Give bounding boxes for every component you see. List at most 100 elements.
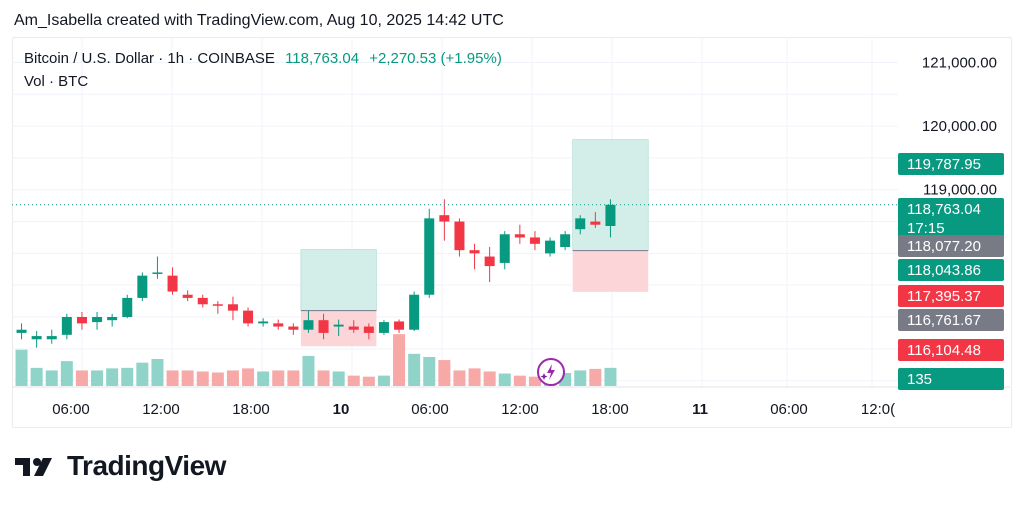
volume-bar <box>106 368 119 386</box>
x-tick-label: 10 <box>333 401 350 418</box>
volume-bar <box>181 370 194 386</box>
price-tag <box>898 259 1004 281</box>
candle-body <box>454 221 465 251</box>
volume-bar <box>604 367 617 386</box>
tradingview-logo-icon <box>15 458 52 476</box>
x-tick-label: 12:00 <box>142 401 180 418</box>
candle-body <box>378 322 389 333</box>
candle-body <box>333 324 344 327</box>
candle-body <box>348 326 359 330</box>
candle-body <box>514 234 525 238</box>
candle-body <box>273 323 284 327</box>
volume-legend[interactable]: Vol · BTC <box>24 73 89 90</box>
sparkle-icon <box>540 373 548 380</box>
volume-bar <box>362 376 375 386</box>
volume-bar <box>287 370 300 386</box>
volume-bar <box>589 368 602 386</box>
candlestick-chart[interactable]: 121,000.00 120,000.00 119,000.00 119,787.95… <box>12 37 1010 426</box>
lightning-icon[interactable] <box>537 358 565 386</box>
candle-body <box>590 221 601 225</box>
volume-bar <box>468 368 481 386</box>
candle-body <box>92 317 103 323</box>
volume-bar <box>377 375 390 386</box>
candle-body <box>394 321 405 330</box>
tradingview-brand[interactable]: TradingView <box>15 450 226 482</box>
volume-bar <box>272 370 285 386</box>
candle-body <box>46 336 57 340</box>
chart-credit: Am_Isabella created with TradingView.com… <box>14 12 504 29</box>
volume-bar <box>151 359 164 386</box>
y-tick-label: 119,000.00 <box>923 182 997 199</box>
price-tag-label: 118,077.20 <box>907 238 981 255</box>
volume-bar <box>15 349 28 386</box>
candle-body <box>469 250 480 254</box>
volume-bar <box>136 362 149 386</box>
x-tick-label: 06:00 <box>770 401 808 418</box>
volume-bar <box>226 370 239 386</box>
candle-body <box>197 297 208 305</box>
candle-body <box>499 234 510 263</box>
candle-body <box>363 326 374 333</box>
y-tick-label: 121,000.00 <box>922 54 997 71</box>
x-tick-label: 12:0( <box>861 401 895 418</box>
candle-body <box>303 320 314 330</box>
volume-bar <box>121 367 134 386</box>
price-tag <box>898 309 1004 331</box>
y-tick-label: 120,000.00 <box>922 118 997 135</box>
volume-bar <box>257 371 270 386</box>
volume-bar <box>242 368 255 386</box>
volume-bar <box>528 376 541 386</box>
volume-bar <box>211 372 224 386</box>
volume-bar <box>483 371 496 386</box>
candle-body <box>318 320 329 333</box>
candle-body <box>212 304 223 306</box>
volume-bar <box>302 355 315 386</box>
candle-body <box>76 317 87 324</box>
candle-body <box>167 275 178 292</box>
volume-bar <box>438 360 451 386</box>
price-tag <box>898 235 1004 257</box>
candle-body <box>243 310 254 324</box>
price-tag <box>898 368 1004 390</box>
volume-bar <box>317 370 330 386</box>
candle-body <box>575 218 586 230</box>
candle-body <box>137 275 148 298</box>
candle-body <box>61 317 72 335</box>
candle-body <box>545 240 556 254</box>
candle-body <box>409 294 420 330</box>
tradingview-wordmark: TradingView <box>67 450 226 481</box>
price-tag-countdown: 17:15 <box>907 220 945 237</box>
volume-bar <box>453 370 466 386</box>
volume-bar <box>60 361 73 386</box>
symbol-legend[interactable]: Bitcoin / U.S. Dollar · 1h · COINBASE 11… <box>24 50 502 67</box>
candle-body <box>605 204 616 226</box>
price-tag-label: 118,043.86 <box>907 262 981 279</box>
x-tick-label: 18:00 <box>232 401 270 418</box>
volume-bar <box>423 356 436 386</box>
last-price: 118,763.04 <box>285 50 360 67</box>
candle-body <box>182 294 193 298</box>
x-tick-label: 11 <box>692 401 708 418</box>
candle-body <box>152 272 163 274</box>
volume-bar <box>513 375 526 386</box>
position-target-zone-0 <box>300 249 377 311</box>
volume-bar <box>393 334 406 386</box>
volume-bar <box>498 373 511 386</box>
candle-body <box>439 215 450 222</box>
candle-body <box>107 317 118 321</box>
volume-bar <box>75 370 88 386</box>
x-tick-label: 12:00 <box>501 401 539 418</box>
candle-body <box>529 237 540 244</box>
volume-bar <box>196 371 209 386</box>
volume-bar <box>91 370 104 386</box>
price-tag-label: 118,763.04 <box>907 201 981 218</box>
candle-body <box>122 297 133 317</box>
x-tick-label: 06:00 <box>411 401 449 418</box>
price-tag-label: 119,787.95 <box>907 156 981 173</box>
price-tag <box>898 198 1004 238</box>
price-tag-label: 116,104.48 <box>907 342 981 359</box>
position-stop-zone-1 <box>572 250 649 292</box>
x-tick-label: 06:00 <box>52 401 90 418</box>
price-tag-label: 116,761.67 <box>907 312 981 329</box>
candle-body <box>484 256 495 267</box>
